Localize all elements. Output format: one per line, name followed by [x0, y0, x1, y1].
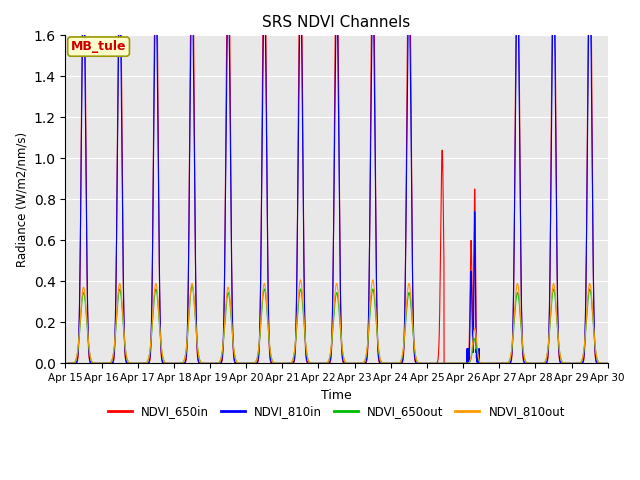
NDVI_650out	[172, 360, 180, 366]
NDVI_650out	[61, 360, 69, 366]
NDVI_650in	[177, 360, 185, 366]
NDVI_650in	[61, 360, 69, 366]
X-axis label: Time: Time	[321, 389, 352, 402]
NDVI_650out	[265, 330, 273, 336]
Text: MB_tule: MB_tule	[71, 40, 126, 53]
NDVI_810out	[369, 277, 376, 283]
Y-axis label: Radiance (W/m2/nm/s): Radiance (W/m2/nm/s)	[15, 132, 28, 267]
Line: NDVI_810out: NDVI_810out	[65, 280, 608, 363]
NDVI_810in	[172, 360, 180, 366]
Title: SRS NDVI Channels: SRS NDVI Channels	[262, 15, 411, 30]
NDVI_810out	[177, 360, 185, 366]
NDVI_650in	[604, 360, 612, 366]
NDVI_810out	[172, 360, 180, 366]
NDVI_810in	[412, 358, 419, 363]
NDVI_810in	[488, 360, 496, 366]
NDVI_810out	[412, 351, 419, 357]
NDVI_810in	[264, 304, 272, 310]
NDVI_810out	[604, 360, 612, 366]
NDVI_650out	[177, 360, 185, 366]
Line: NDVI_810in: NDVI_810in	[65, 0, 608, 363]
NDVI_810in	[448, 360, 456, 366]
NDVI_650in	[488, 360, 496, 366]
NDVI_650out	[488, 360, 496, 366]
NDVI_810out	[264, 327, 272, 333]
NDVI_810out	[444, 360, 452, 366]
Line: NDVI_650out: NDVI_650out	[65, 286, 608, 363]
NDVI_650out	[188, 283, 196, 288]
NDVI_650in	[172, 360, 180, 366]
NDVI_650out	[604, 360, 612, 366]
NDVI_650out	[444, 360, 452, 366]
NDVI_810in	[602, 360, 610, 366]
NDVI_810in	[177, 360, 185, 366]
NDVI_810out	[602, 360, 610, 366]
Line: NDVI_650in: NDVI_650in	[65, 0, 608, 363]
NDVI_650out	[412, 352, 419, 358]
NDVI_650in	[412, 359, 419, 365]
NDVI_650out	[602, 360, 610, 366]
Legend: NDVI_650in, NDVI_810in, NDVI_650out, NDVI_810out: NDVI_650in, NDVI_810in, NDVI_650out, NDV…	[104, 401, 570, 423]
NDVI_810in	[61, 360, 69, 366]
NDVI_810out	[488, 360, 496, 366]
NDVI_650in	[444, 360, 452, 366]
NDVI_650in	[264, 311, 272, 316]
NDVI_810out	[61, 360, 69, 366]
NDVI_810in	[604, 360, 612, 366]
NDVI_650in	[602, 360, 610, 366]
